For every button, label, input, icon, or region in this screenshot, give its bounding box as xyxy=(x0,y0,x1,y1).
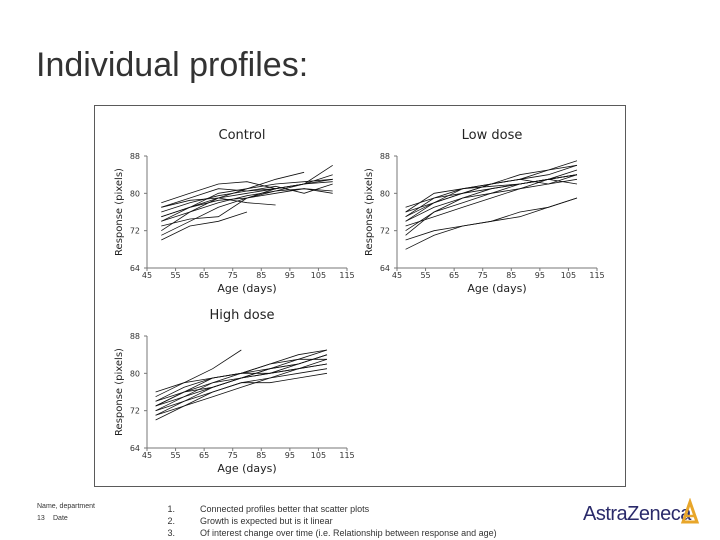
chart-title: Low dose xyxy=(462,128,523,143)
y-tick-label: 64 xyxy=(380,264,390,273)
logo-wordmark: AstraZeneca xyxy=(583,503,691,525)
chart-panel: Low dose 64 72 80 88 45 55 65 75 85 95 105 115 Age (d… xyxy=(364,128,605,295)
x-tick-label: 45 xyxy=(392,271,402,280)
x-tick-label: 105 xyxy=(311,451,326,460)
x-tick-label: 65 xyxy=(199,451,209,460)
y-axis-label: Response (pixels) xyxy=(114,348,125,436)
x-tick-label: 95 xyxy=(285,451,295,460)
y-tick-label: 64 xyxy=(130,264,140,273)
x-tick-label: 55 xyxy=(170,451,180,460)
y-tick-label: 80 xyxy=(380,189,390,198)
x-tick-label: 75 xyxy=(228,451,238,460)
x-tick-label: 115 xyxy=(339,451,354,460)
x-tick-label: 85 xyxy=(506,271,516,280)
y-tick-label: 72 xyxy=(130,407,140,416)
note-text: Growth is expected but is it linear xyxy=(200,516,333,526)
series-line xyxy=(405,174,578,218)
x-axis-label: Age (days) xyxy=(217,462,276,475)
notes-numbers: 1. 2. 3. xyxy=(161,503,175,539)
y-axis-label: Response (pixels) xyxy=(114,168,125,256)
x-tick-label: 115 xyxy=(339,271,354,280)
series-line xyxy=(155,358,328,416)
footer-name: Name, department xyxy=(37,503,95,510)
x-tick-label: 45 xyxy=(142,271,152,280)
x-tick-label: 85 xyxy=(256,271,266,280)
chart-panel: Control 64 72 80 88 45 55 65 75 85 95 105 115 Age (da… xyxy=(114,128,355,295)
profiles-figure: Control 64 72 80 88 45 55 65 75 85 95 105 115 Age (da… xyxy=(94,105,626,487)
y-tick-label: 64 xyxy=(130,444,140,453)
y-tick-label: 72 xyxy=(380,227,390,236)
x-axis-label: Age (days) xyxy=(217,282,276,295)
x-tick-label: 115 xyxy=(589,271,604,280)
note-text: Of interest change over time (i.e. Relat… xyxy=(200,528,497,538)
x-tick-label: 65 xyxy=(449,271,459,280)
x-tick-label: 85 xyxy=(256,451,266,460)
note-text: Connected profiles better that scatter p… xyxy=(200,504,370,514)
footer-page-number: 13 xyxy=(37,515,45,522)
series-line xyxy=(161,181,276,204)
x-tick-label: 75 xyxy=(478,271,488,280)
note-number: 3. xyxy=(167,528,175,538)
x-tick-label: 65 xyxy=(199,271,209,280)
series-line xyxy=(155,349,328,407)
y-tick-label: 88 xyxy=(380,152,390,161)
series-line xyxy=(405,197,578,250)
notes-list: Connected profiles better that scatter p… xyxy=(200,503,497,539)
series-line xyxy=(161,181,333,236)
x-tick-label: 45 xyxy=(142,451,152,460)
note-number: 2. xyxy=(167,516,175,526)
y-tick-label: 72 xyxy=(130,227,140,236)
x-tick-label: 55 xyxy=(170,271,180,280)
y-axis-label: Response (pixels) xyxy=(364,168,375,256)
astrazeneca-logo: AstraZeneca xyxy=(583,498,703,528)
y-tick-label: 80 xyxy=(130,189,140,198)
x-tick-label: 75 xyxy=(228,271,238,280)
series-line xyxy=(405,174,578,227)
series-line xyxy=(155,368,328,416)
series-line xyxy=(161,183,333,208)
x-tick-label: 105 xyxy=(561,271,576,280)
series-line xyxy=(405,178,578,236)
logo-symbol-icon xyxy=(680,498,700,524)
x-tick-label: 95 xyxy=(285,271,295,280)
footer-date: Date xyxy=(53,515,68,522)
profiles-plots: Control 64 72 80 88 45 55 65 75 85 95 105 115 Age (da… xyxy=(114,128,605,475)
series-line xyxy=(161,211,248,241)
chart-panel: High dose 64 72 80 88 45 55 65 75 85 95 105 115 Age (… xyxy=(114,308,355,475)
x-tick-label: 95 xyxy=(535,271,545,280)
slide-title: Individual profiles: xyxy=(36,46,309,84)
series-line xyxy=(155,349,242,398)
x-tick-label: 105 xyxy=(311,271,326,280)
y-tick-label: 88 xyxy=(130,332,140,341)
x-axis-label: Age (days) xyxy=(467,282,526,295)
x-tick-label: 55 xyxy=(420,271,430,280)
note-number: 1. xyxy=(167,504,175,514)
series-line xyxy=(155,372,328,421)
chart-title: Control xyxy=(219,128,266,143)
y-tick-label: 80 xyxy=(130,369,140,378)
series-line xyxy=(161,171,305,222)
y-tick-label: 88 xyxy=(130,152,140,161)
chart-title: High dose xyxy=(210,308,275,323)
